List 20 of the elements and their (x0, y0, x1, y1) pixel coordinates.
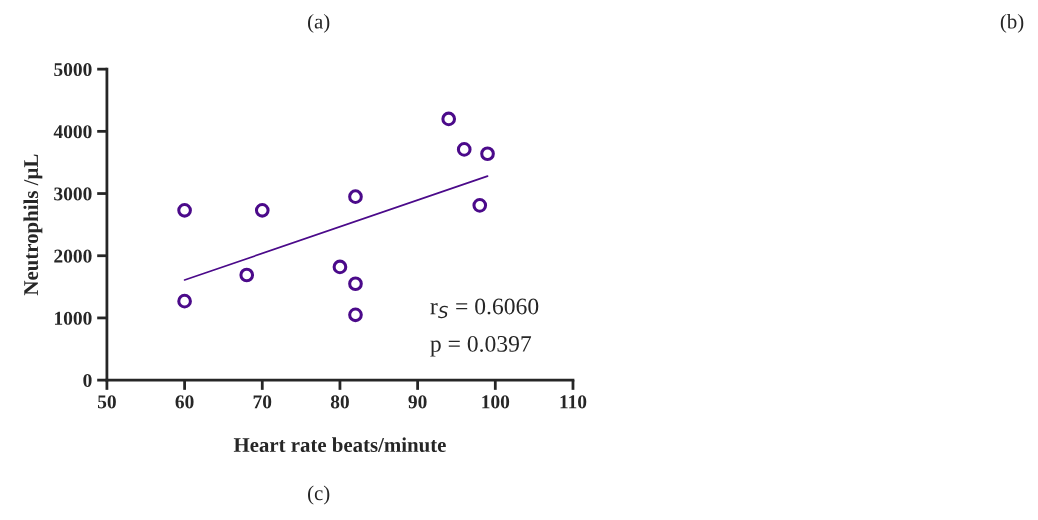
y-tick-label: 1000 (55, 311, 92, 325)
y-tick-label: 2000 (54, 249, 92, 263)
x-tick-label: 80 (330, 395, 349, 409)
annotation: r$_{S}$ = 0.6060 (430, 298, 539, 319)
text: (a) (308, 13, 330, 33)
x-axis-title: Heart rate beats/minute (233, 437, 446, 453)
x-tick-label: 110 (560, 395, 587, 409)
x-tick-label: 50 (97, 395, 116, 409)
y-axis-title: Neutrophils /µL (23, 154, 43, 296)
text: (b) (1000, 13, 1024, 33)
annotation: p = 0.0397 (430, 335, 532, 357)
text: (c) (308, 485, 330, 505)
x-tick-label: 70 (253, 395, 272, 409)
x-tick-label: 90 (408, 395, 427, 409)
x-tick-label: 100 (482, 395, 510, 409)
y-tick-label: 3000 (54, 187, 92, 201)
y-tick-label: 0 (83, 373, 92, 388)
y-tick-label: 5000 (54, 62, 92, 77)
x-tick-label: 60 (175, 395, 194, 409)
y-tick-label: 4000 (53, 125, 92, 139)
